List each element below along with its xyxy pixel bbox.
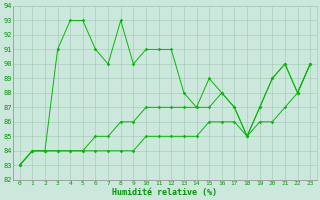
X-axis label: Humidité relative (%): Humidité relative (%) xyxy=(112,188,218,197)
